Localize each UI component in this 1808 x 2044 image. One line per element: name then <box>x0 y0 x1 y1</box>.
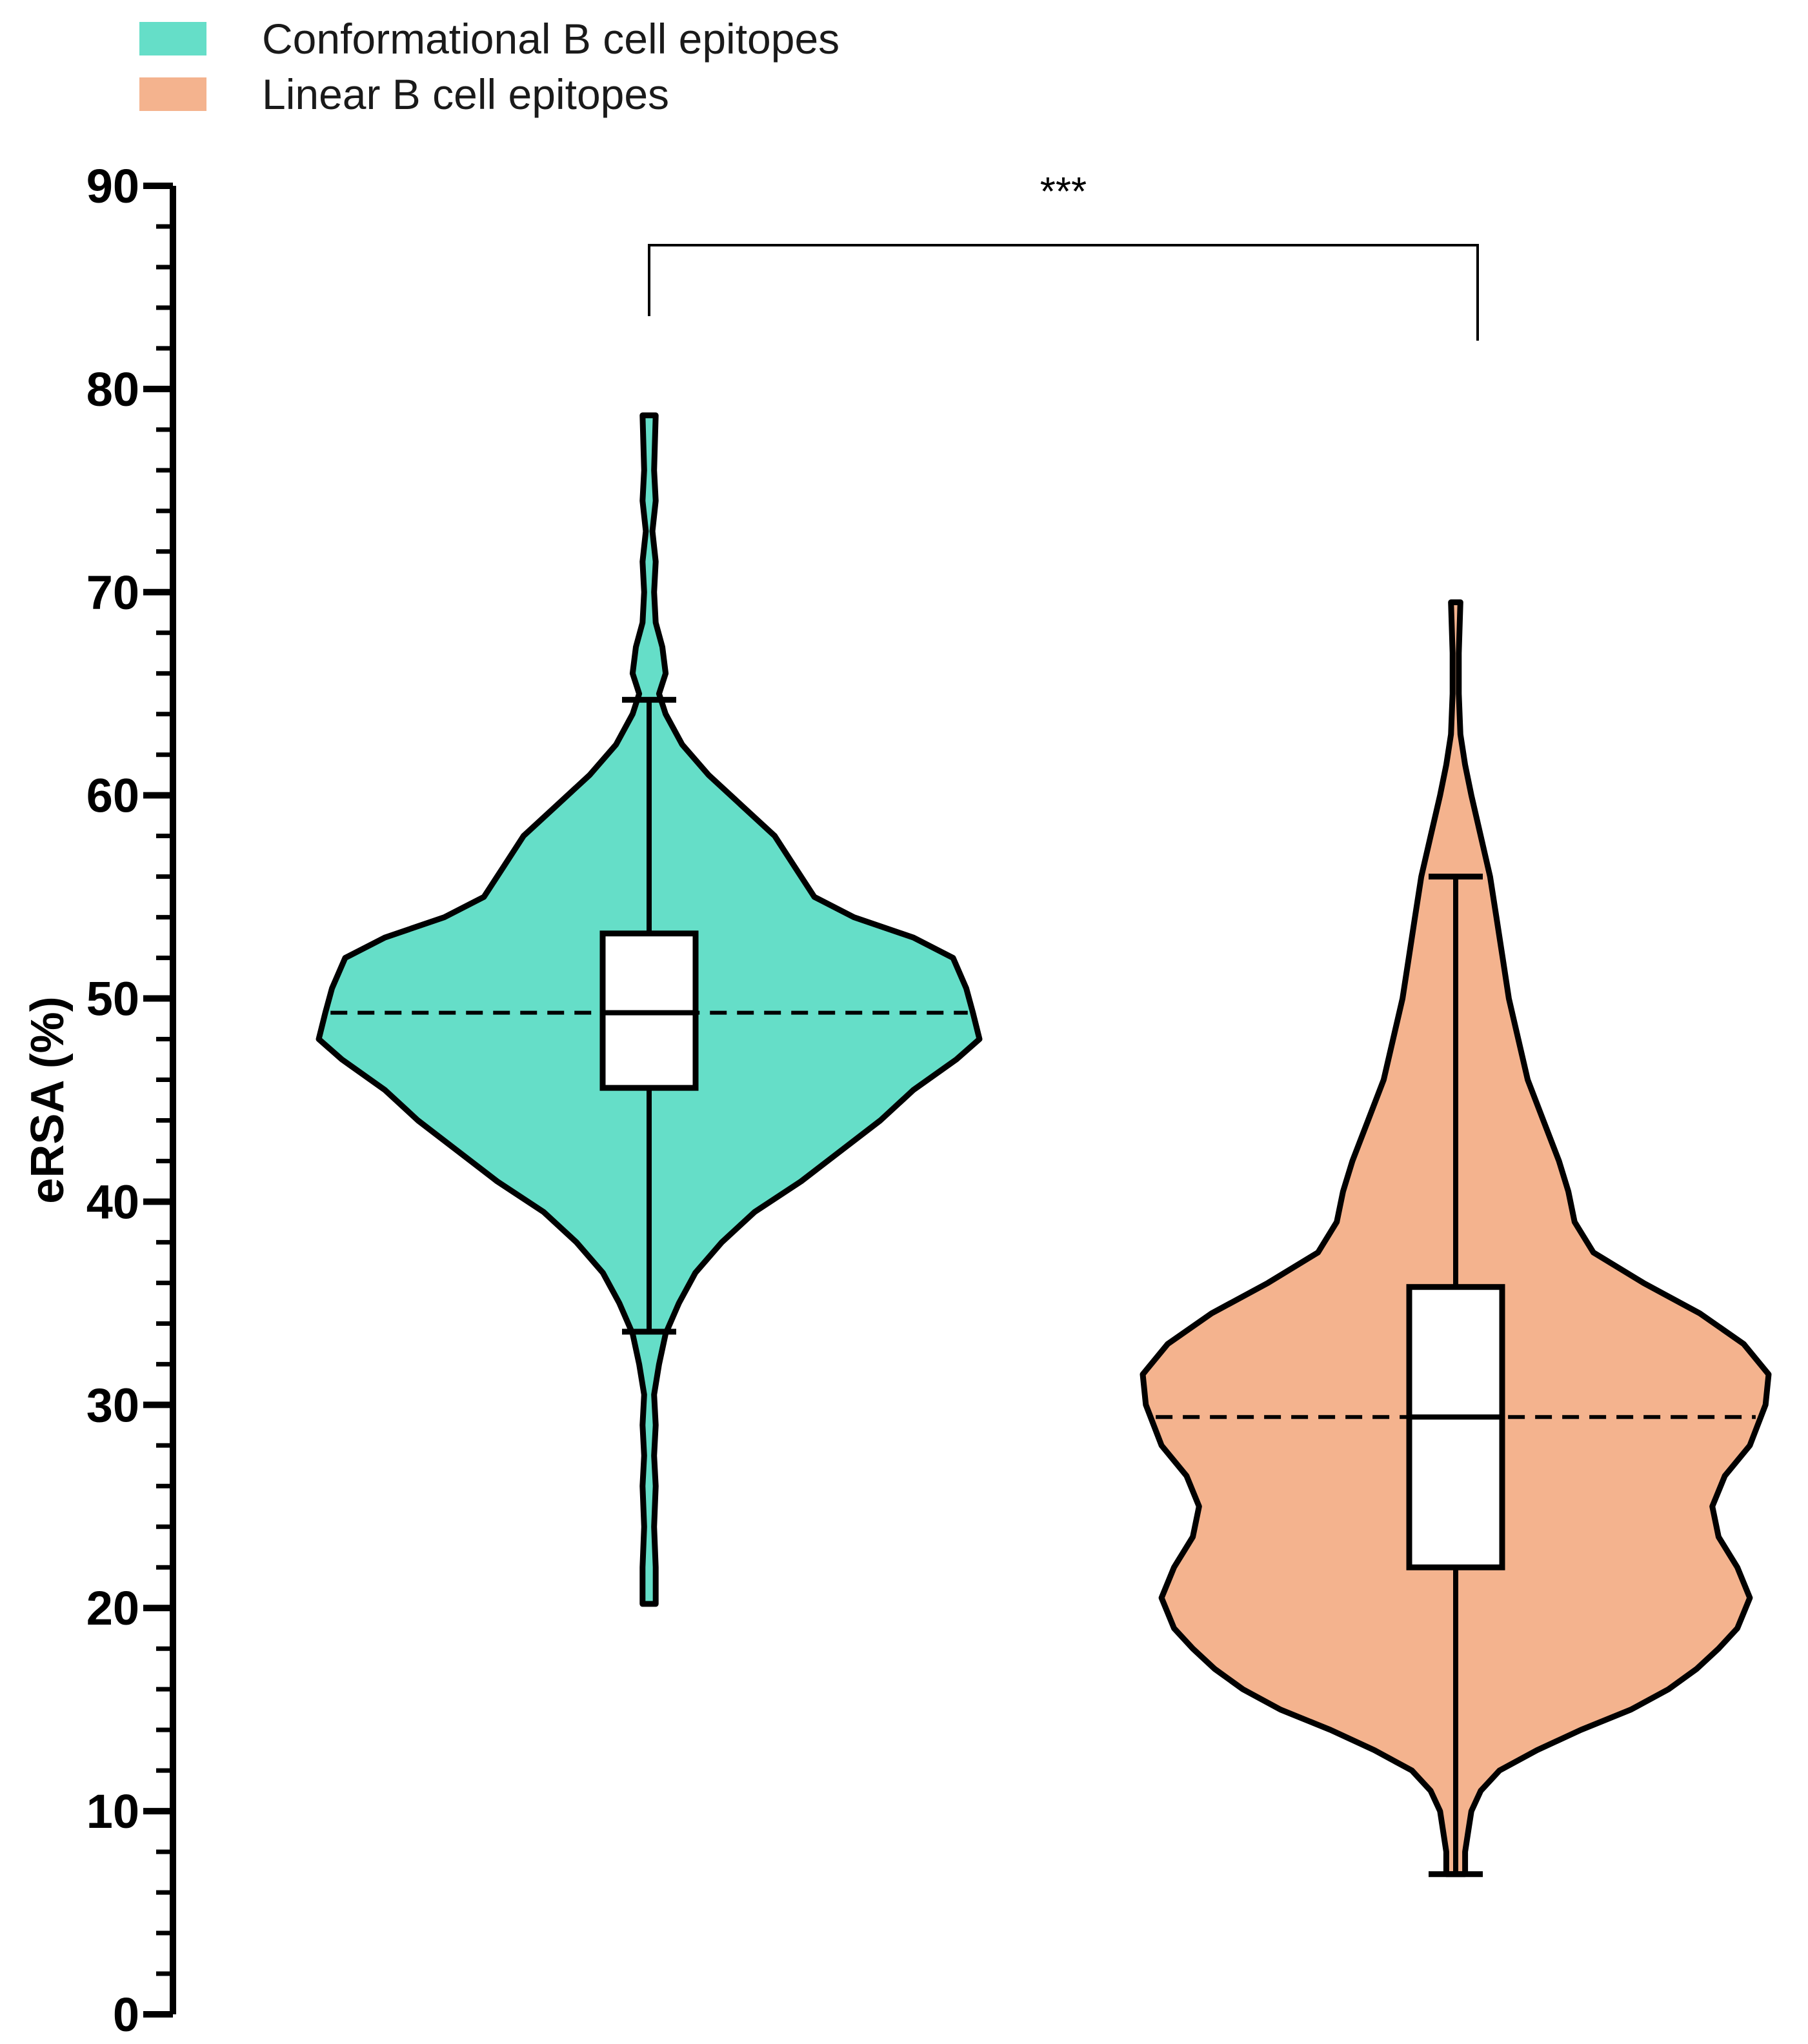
y-tick-label: 50 <box>86 972 139 1026</box>
legend-swatch-linear <box>139 77 206 111</box>
y-tick-label: 60 <box>86 769 139 823</box>
legend-label-linear: Linear B cell epitopes <box>262 70 669 118</box>
y-tick-label: 0 <box>113 1988 139 2041</box>
y-axis: 0 10 20 30 40 50 60 70 80 90 <box>86 159 176 2041</box>
y-tick-label: 40 <box>86 1175 139 1228</box>
y-tick-label: 70 <box>86 566 139 619</box>
violin-group <box>316 412 983 1607</box>
violins-layer <box>316 412 1772 1878</box>
y-tick-label: 20 <box>86 1581 139 1635</box>
significance-bracket-line <box>648 244 1479 341</box>
y-axis-title: eRSA (%) <box>22 996 74 1203</box>
y-tick-label: 30 <box>86 1378 139 1432</box>
y-tick-label: 10 <box>86 1785 139 1838</box>
y-tick-label: 90 <box>86 159 139 213</box>
violin-group <box>1140 599 1772 1878</box>
significance-bracket: *** <box>648 170 1479 341</box>
y-tick-label: 80 <box>86 363 139 416</box>
legend-swatch-conformational <box>139 22 206 55</box>
box-iqr <box>1406 1284 1505 1570</box>
significance-label: *** <box>1040 170 1087 214</box>
legend: Conformational B cell epitopes Linear B … <box>139 15 839 118</box>
legend-label-conformational: Conformational B cell epitopes <box>262 15 839 63</box>
